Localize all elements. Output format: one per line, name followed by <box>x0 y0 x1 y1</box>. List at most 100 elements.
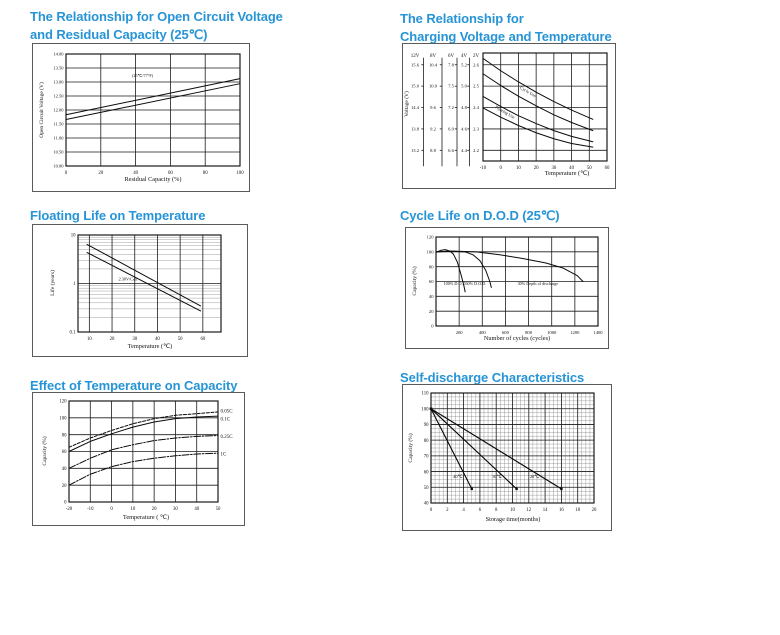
svg-text:2.5: 2.5 <box>473 84 479 89</box>
svg-text:50: 50 <box>424 486 429 491</box>
svg-text:0.25C: 0.25C <box>221 435 234 440</box>
svg-text:40: 40 <box>429 294 434 299</box>
svg-text:20: 20 <box>110 337 115 342</box>
svg-text:6.6: 6.6 <box>448 148 454 153</box>
chart-canvas-cycle-life: 200 400 600 800 1000 1200 1400 0 20 40 60 80 100 120 N… <box>405 227 609 349</box>
svg-text:4.8: 4.8 <box>461 105 467 110</box>
svg-text:(25℃/77°F): (25℃/77°F) <box>132 73 154 78</box>
svg-text:10: 10 <box>510 508 515 513</box>
svg-text:8.8: 8.8 <box>430 148 436 153</box>
svg-text:13.50: 13.50 <box>53 66 64 71</box>
svg-text:8V: 8V <box>430 54 437 59</box>
svg-text:40: 40 <box>133 171 138 176</box>
title-line: Cycle Life on D.O.D (25℃) <box>400 208 560 223</box>
svg-text:7.8: 7.8 <box>448 62 454 67</box>
svg-text:10.0: 10.0 <box>429 84 438 89</box>
svg-text:10.4: 10.4 <box>429 62 438 67</box>
svg-text:6V: 6V <box>448 54 455 59</box>
svg-text:9.6: 9.6 <box>430 105 436 110</box>
svg-text:40: 40 <box>569 166 574 171</box>
svg-text:60: 60 <box>168 171 173 176</box>
svg-text:1: 1 <box>73 282 76 287</box>
svg-text:12.50: 12.50 <box>53 94 64 99</box>
svg-text:Number of cycles (cycles): Number of cycles (cycles) <box>484 335 550 342</box>
svg-text:100: 100 <box>236 171 244 176</box>
svg-text:20: 20 <box>152 507 157 512</box>
svg-text:10: 10 <box>87 337 92 342</box>
svg-text:-10: -10 <box>480 166 487 171</box>
title-line: The Relationship for <box>400 11 524 26</box>
chart-title-self-discharge: Self-discharge Characteristics <box>400 369 584 387</box>
svg-text:0.1: 0.1 <box>70 331 77 336</box>
svg-text:2V: 2V <box>473 54 480 59</box>
svg-text:0: 0 <box>110 507 113 512</box>
svg-text:30% Depth of discharge: 30% Depth of discharge <box>518 281 559 286</box>
svg-text:20: 20 <box>62 484 67 489</box>
svg-text:9.2: 9.2 <box>430 127 436 132</box>
svg-text:Open Circuit Voltage (V): Open Circuit Voltage (V) <box>38 82 45 138</box>
svg-text:30℃: 30℃ <box>492 474 501 479</box>
svg-text:1C: 1C <box>221 453 228 458</box>
svg-text:40: 40 <box>194 507 199 512</box>
svg-text:4.4: 4.4 <box>461 148 467 153</box>
svg-text:10.50: 10.50 <box>53 150 64 155</box>
svg-text:50: 50 <box>216 507 221 512</box>
svg-text:1200: 1200 <box>570 330 580 335</box>
svg-text:50: 50 <box>587 166 592 171</box>
svg-text:120: 120 <box>427 235 435 240</box>
svg-text:15.0: 15.0 <box>411 84 420 89</box>
svg-text:Temperature (℃): Temperature (℃) <box>128 343 173 350</box>
svg-text:110: 110 <box>421 392 429 397</box>
svg-text:70: 70 <box>424 455 429 460</box>
svg-text:40℃: 40℃ <box>453 474 462 479</box>
svg-text:80: 80 <box>424 439 429 444</box>
svg-text:80: 80 <box>203 171 208 176</box>
svg-text:600: 600 <box>502 330 510 335</box>
svg-text:Capacity (%): Capacity (%) <box>411 266 418 295</box>
title-line: and Residual Capacity (25℃) <box>30 26 208 42</box>
svg-text:8: 8 <box>495 508 498 513</box>
svg-text:100: 100 <box>427 250 435 255</box>
svg-text:80: 80 <box>429 264 434 269</box>
svg-text:11.50: 11.50 <box>54 122 65 127</box>
svg-text:18: 18 <box>575 508 580 513</box>
svg-text:14.4: 14.4 <box>411 105 420 110</box>
chart-canvas-temperature-capacity: -20 -10 0 10 20 30 40 50 0 20 40 60 80 100 120 Temperat… <box>32 392 245 526</box>
svg-text:60: 60 <box>429 279 434 284</box>
svg-text:2.2: 2.2 <box>473 148 479 153</box>
chart-title-ocv-residual: The Relationship for Open Circuit Voltag… <box>30 8 283 43</box>
svg-text:7.2: 7.2 <box>448 105 454 110</box>
chart-title-charging-voltage: The Relationship for Charging Voltage an… <box>400 10 612 45</box>
svg-text:6.9: 6.9 <box>448 127 454 132</box>
svg-text:4.6: 4.6 <box>461 127 467 132</box>
svg-text:100: 100 <box>421 407 429 412</box>
svg-text:40: 40 <box>424 502 429 507</box>
svg-text:0: 0 <box>65 171 68 176</box>
svg-text:14: 14 <box>543 508 548 513</box>
svg-text:200: 200 <box>456 330 464 335</box>
svg-text:-10: -10 <box>87 507 94 512</box>
svg-text:10: 10 <box>130 507 135 512</box>
svg-text:16: 16 <box>559 508 564 513</box>
svg-text:15.6: 15.6 <box>411 62 420 67</box>
svg-text:10: 10 <box>71 234 76 239</box>
svg-text:0: 0 <box>431 324 434 329</box>
svg-text:13.00: 13.00 <box>53 80 64 85</box>
svg-text:12: 12 <box>526 508 531 513</box>
svg-text:20: 20 <box>429 309 434 314</box>
chart-title-temperature-capacity: Effect of Temperature on Capacity <box>30 377 238 395</box>
svg-text:Storage time(months): Storage time(months) <box>486 516 541 523</box>
svg-text:13.2: 13.2 <box>411 148 420 153</box>
svg-text:-20: -20 <box>66 507 73 512</box>
svg-text:0.1C: 0.1C <box>221 417 231 422</box>
svg-text:0: 0 <box>430 508 433 513</box>
svg-text:2.6: 2.6 <box>473 62 479 67</box>
svg-text:Voltage (V): Voltage (V) <box>403 91 410 117</box>
title-line: Charging Voltage and Temperature <box>400 28 612 44</box>
svg-text:7.5: 7.5 <box>448 84 454 89</box>
svg-text:11.00: 11.00 <box>54 136 65 141</box>
svg-text:20: 20 <box>98 171 103 176</box>
svg-text:400: 400 <box>479 330 487 335</box>
svg-text:30: 30 <box>173 507 178 512</box>
chart-canvas-charging-voltage: -10 0 10 20 30 40 50 60 Temperature (℃) Voltage (… <box>402 43 616 189</box>
